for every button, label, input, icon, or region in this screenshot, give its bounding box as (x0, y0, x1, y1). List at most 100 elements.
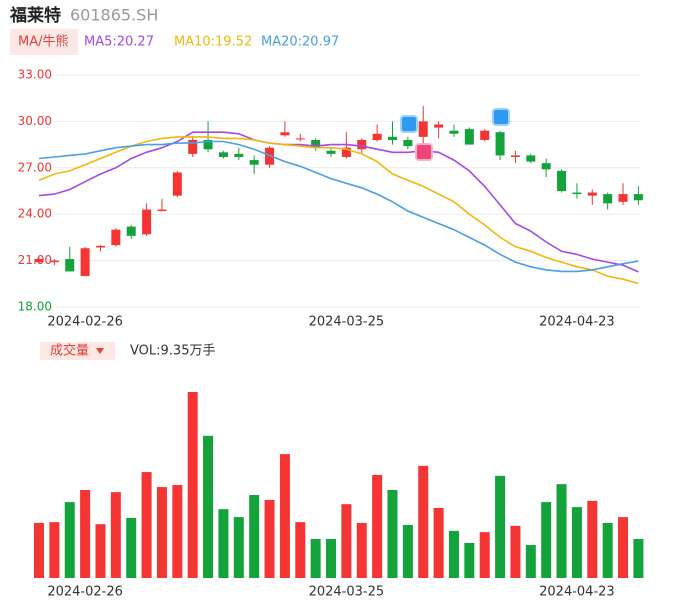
volume-bar (233, 517, 244, 578)
x-tick-label: 2024-02-26 (47, 315, 123, 330)
candle-body (326, 150, 336, 154)
volume-bar (356, 522, 367, 578)
candle-body (557, 170, 567, 191)
volume-bar (34, 522, 44, 578)
x-tick-label: 2024-03-25 (309, 585, 385, 600)
volume-bar (602, 522, 613, 578)
y-tick-label: 33.00 (18, 68, 52, 82)
candle-body (341, 147, 351, 157)
candle-body (510, 155, 520, 157)
volume-bar (264, 500, 275, 578)
volume-bar (95, 524, 106, 578)
volume-bar (341, 504, 352, 578)
candle-body (249, 160, 259, 165)
y-tick-label: 24.00 (18, 207, 52, 221)
candle-body (372, 133, 382, 140)
ma-toggle[interactable]: MA/牛熊 (18, 34, 69, 50)
volume-bar (310, 539, 321, 578)
volume-bar (479, 532, 490, 578)
volume-bar (418, 465, 429, 578)
candle-body (633, 194, 643, 201)
volume-bar (295, 522, 306, 578)
volume-bar (387, 490, 398, 578)
volume-plot: 2024-02-26 2024-03-25 2024-04-23 (34, 392, 644, 600)
candle-body (126, 226, 136, 236)
volume-bar (633, 539, 644, 578)
candle-body (65, 259, 75, 272)
candle-body (80, 248, 90, 277)
candle-body (157, 209, 167, 212)
ma-line (38, 140, 639, 273)
vol-toggle[interactable]: 成交量 (50, 343, 89, 359)
legend-ma10: MA10:19.52 (174, 35, 252, 50)
candle-body (541, 163, 551, 170)
volume-bar (510, 525, 521, 578)
y-tick-label: 30.00 (18, 114, 52, 128)
ma-line (38, 131, 639, 273)
candle-body (618, 194, 628, 202)
volume-bar (187, 392, 198, 578)
candle-body (587, 192, 597, 196)
volume-bar (618, 517, 629, 578)
candle-body (218, 152, 228, 157)
candle-body (95, 245, 105, 248)
dropdown-arrow[interactable] (96, 348, 104, 354)
legend-ma5: MA5:20.27 (84, 35, 154, 50)
x-tick-label: 2024-03-25 (309, 315, 385, 330)
candle-body (418, 121, 428, 137)
signal-icon[interactable] (400, 115, 418, 133)
volume-bar (141, 472, 152, 578)
ma-line (38, 136, 639, 285)
signal-icons (400, 108, 510, 161)
candle-body (449, 130, 459, 134)
volume-bar (556, 484, 567, 578)
volume-bar (249, 495, 260, 578)
vol-toggle-bg[interactable] (40, 342, 115, 360)
candle-body (280, 132, 290, 136)
stock-code: 601865.SH (70, 6, 158, 25)
candle-body (188, 139, 198, 154)
volume-bar (279, 454, 290, 578)
vol-label: VOL:9.35万手 (130, 344, 215, 359)
volume-bar (541, 502, 552, 578)
candle-body (603, 194, 613, 204)
signal-icon[interactable] (415, 143, 433, 161)
candle-body (295, 138, 305, 140)
candle-body (34, 259, 44, 263)
volume-bar (464, 542, 475, 578)
x-tick-label: 2024-04-23 (539, 585, 615, 600)
volume-bar (110, 492, 121, 578)
candle-body (526, 155, 536, 162)
candle-body (495, 132, 505, 156)
price-plot: 18.0021.0024.0027.0030.0033.002024-02-26… (18, 68, 643, 330)
signal-icon[interactable] (492, 108, 510, 126)
legend-ma20: MA20:20.97 (261, 35, 339, 50)
volume-bar (495, 475, 506, 578)
y-tick-label: 18.00 (18, 300, 52, 314)
volume-bar (172, 485, 183, 578)
candle-body (572, 192, 582, 195)
volume-bar (571, 507, 582, 578)
x-tick-label: 2024-04-23 (539, 315, 615, 330)
volume-bar (203, 435, 214, 578)
candle-body (111, 229, 121, 246)
candle-body (172, 172, 182, 196)
candle-body (480, 130, 490, 140)
candle-body (387, 136, 397, 140)
x-tick-label: 2024-02-26 (47, 585, 123, 600)
volume-bar (525, 545, 536, 578)
volume-bar (64, 502, 75, 578)
volume-bar (326, 539, 337, 578)
stock-name: 福莱特 (9, 5, 61, 26)
volume-bar (402, 525, 413, 578)
ma-toggle-bg[interactable] (10, 29, 78, 55)
volume-bar (80, 490, 91, 578)
volume-bar (156, 487, 167, 578)
volume-bar (448, 530, 459, 578)
candle-body (464, 129, 474, 145)
volume-bar (587, 500, 598, 578)
candle-body (142, 209, 152, 235)
volume-bar (372, 474, 383, 578)
volume-bar (126, 517, 137, 578)
